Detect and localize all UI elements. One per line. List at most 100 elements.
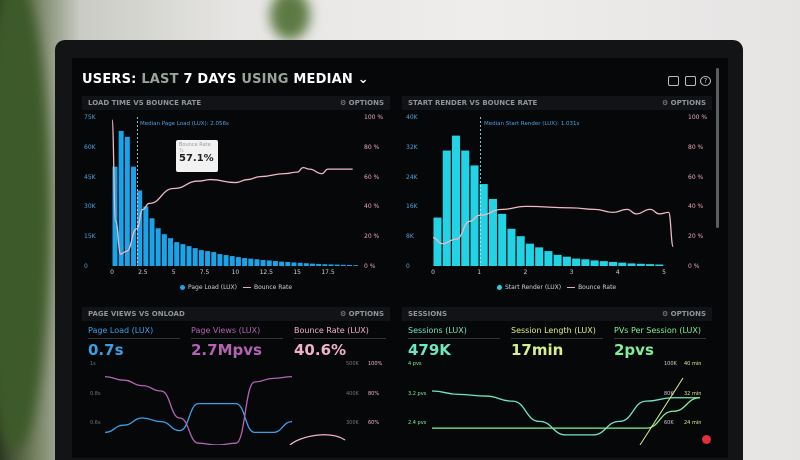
bar	[488, 198, 497, 266]
bar	[266, 260, 272, 266]
monitor-icon[interactable]	[668, 76, 679, 86]
x-tick-label: 17.5	[321, 269, 335, 276]
bar	[627, 263, 636, 266]
bar	[217, 254, 223, 266]
y2-tick-label: 80 %	[364, 143, 380, 151]
bar	[535, 247, 544, 266]
bar	[118, 130, 124, 266]
bar	[498, 213, 507, 266]
bar	[347, 265, 352, 266]
y2-tick-label: 0 %	[688, 263, 700, 270]
panel-title: SESSIONS	[408, 310, 448, 318]
bar	[192, 248, 198, 266]
y-tick-label: 45K	[84, 173, 96, 181]
bar	[433, 217, 442, 266]
bar	[124, 136, 130, 266]
plant-leaf	[270, 0, 310, 40]
bar	[260, 260, 266, 266]
legend-item: Start Render (LUX)	[505, 284, 562, 291]
chevron-down-icon[interactable]: ⌄	[357, 72, 369, 87]
x-tick-label: 7.5	[199, 269, 210, 276]
bar	[544, 251, 553, 266]
title-users: USERS:	[82, 72, 137, 87]
notification-badge[interactable]	[702, 435, 711, 444]
tooltip: Bounce Rate 7s 57.1%	[176, 140, 218, 172]
y-tick-label: 40K	[406, 114, 418, 121]
bar	[479, 184, 488, 266]
bar	[248, 258, 254, 266]
bar	[553, 254, 562, 266]
options-button[interactable]: ⚙ OPTIONS	[661, 99, 706, 107]
bar	[137, 190, 143, 266]
bar	[149, 218, 155, 266]
y-tick-label: 0	[84, 263, 88, 270]
tooltip-sub: 7s	[179, 148, 184, 153]
share-icon[interactable]	[685, 76, 696, 86]
y-tick-label: 0.6s	[90, 420, 101, 426]
bar	[646, 264, 655, 266]
y-tick-label: 40 min	[684, 361, 702, 367]
y-tick-label: 24 min	[684, 420, 702, 426]
y2-tick-label: 100 %	[364, 114, 384, 121]
panel-sessions-header: SESSIONS ⚙ OPTIONS	[402, 307, 712, 321]
bounce-rate-line	[432, 205, 674, 248]
y2-tick-label: 60 %	[688, 173, 704, 181]
bar	[562, 256, 571, 266]
kpi-label: Page Views (LUX)	[191, 326, 283, 339]
y-tick-label: 60%	[368, 420, 380, 426]
options-button[interactable]: ⚙ OPTIONS	[339, 310, 384, 318]
bar	[507, 228, 516, 266]
x-tick-label: 5	[662, 269, 666, 276]
bar	[599, 261, 608, 266]
bar	[572, 258, 581, 266]
bar	[272, 261, 278, 266]
y-tick-label: 3.2 pvs	[408, 390, 427, 397]
page-title[interactable]: USERS: LAST 7 DAYS USING MEDIAN ⌄	[82, 72, 369, 87]
x-tick-label: 1	[477, 269, 482, 276]
options-button[interactable]: ⚙ OPTIONS	[339, 99, 384, 107]
bar	[303, 263, 309, 266]
bar	[155, 228, 161, 266]
bar	[143, 206, 149, 266]
y2-tick-label: 20 %	[364, 233, 380, 241]
bar	[309, 263, 315, 266]
kpi-value: 40.6%	[294, 341, 347, 359]
bar	[581, 259, 590, 266]
bar	[297, 262, 303, 266]
x-tick-label: 3	[569, 269, 574, 276]
x-tick-label: 0	[110, 269, 114, 276]
bar	[334, 264, 340, 266]
bar	[340, 264, 346, 266]
y2-tick-label: 60 %	[364, 173, 380, 181]
options-button[interactable]: ⚙ OPTIONS	[661, 310, 706, 318]
y-tick-label: 4 pvs	[408, 361, 422, 367]
x-tick-label: 10	[231, 269, 240, 276]
bar	[461, 150, 470, 266]
x-tick-label: 15	[293, 269, 301, 276]
kpi-label: PVs Per Session (LUX)	[614, 326, 706, 339]
y-tick-label: 24K	[406, 173, 418, 181]
bar	[525, 243, 534, 266]
bar	[235, 257, 241, 266]
bounce-rate-line	[111, 119, 353, 255]
bar	[180, 244, 186, 266]
kpi-label: Session Length (LUX)	[511, 326, 603, 339]
bar	[186, 246, 192, 266]
x-tick-label: 2	[523, 269, 528, 276]
y2-tick-label: 20 %	[688, 233, 704, 241]
legend: Page Load (LUX) Bounce Rate	[180, 284, 292, 291]
title-days: 7 DAYS	[183, 72, 237, 87]
bar	[211, 252, 217, 266]
kpi-value: 17min	[511, 341, 564, 359]
bar	[516, 236, 525, 266]
panel-title: PAGE VIEWS VS ONLOAD	[88, 310, 185, 318]
x-tick-label: 0	[431, 269, 435, 276]
kpi-value: 2.7Mpvs	[191, 341, 262, 359]
median-label: Median Start Render (LUX): 1.031s	[484, 121, 580, 127]
panel-title: LOAD TIME VS BOUNCE RATE	[88, 99, 202, 107]
scrollbar[interactable]	[716, 68, 719, 228]
bar	[316, 264, 322, 266]
x-tick-label: 12.5	[259, 269, 273, 276]
help-icon[interactable]: ?	[700, 76, 711, 86]
bar	[636, 263, 645, 266]
